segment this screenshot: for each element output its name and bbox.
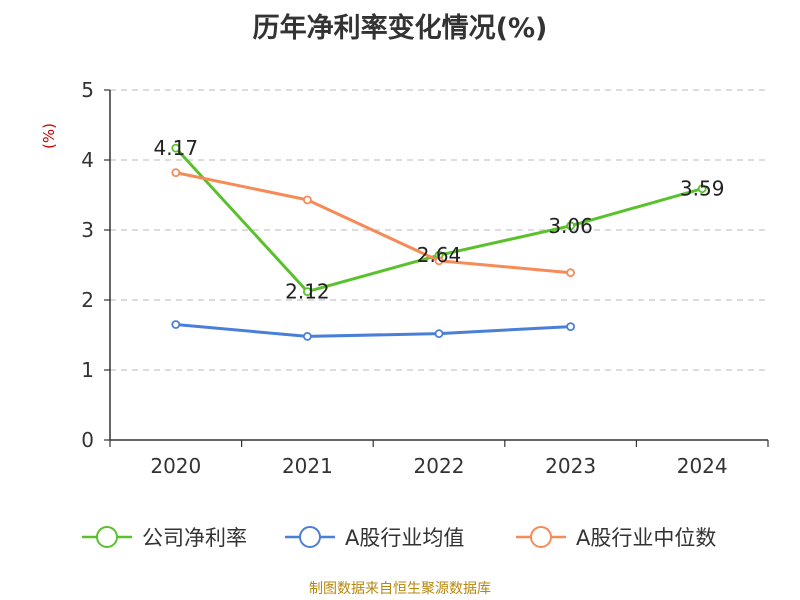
series-line [175, 323, 571, 338]
data-point [302, 195, 312, 205]
x-tick-label: 2021 [282, 454, 333, 478]
x-tick-label: 2020 [150, 454, 201, 478]
legend-marker [530, 526, 552, 548]
x-tick-label: 2022 [414, 454, 465, 478]
data-point [566, 322, 575, 332]
chart-title: 历年净利率变化情况(%) [252, 13, 548, 44]
data-label: 3.59 [680, 177, 725, 201]
legend-label: A股行业均值 [345, 526, 464, 550]
data-label: 4.17 [154, 136, 199, 160]
legend-label: A股行业中位数 [576, 526, 716, 550]
series-line [175, 171, 571, 275]
legend-marker [96, 526, 118, 548]
data-label: 2.64 [417, 243, 462, 267]
data-point [434, 256, 444, 266]
legend-marker [299, 526, 321, 548]
data-point [171, 168, 181, 178]
data-point [566, 268, 575, 278]
data-point [302, 331, 312, 341]
y-tick-label: 3 [81, 218, 94, 242]
y-tick-label: 1 [81, 358, 94, 382]
series-line [174, 147, 703, 294]
data-point [434, 329, 444, 339]
data-label: 3.06 [548, 214, 593, 238]
y-tick-label: 0 [81, 428, 94, 452]
data-point [171, 320, 181, 329]
y-tick-label: 5 [81, 78, 94, 102]
x-tick-label: 2023 [545, 454, 596, 478]
y-tick-label: 4 [81, 148, 94, 172]
y-tick-label: 2 [81, 288, 94, 312]
data-label: 2.12 [285, 280, 330, 304]
data-point [566, 221, 575, 231]
data-source: 制图数据来自恒生聚源数据库 [309, 581, 491, 597]
x-tick-label: 2024 [677, 454, 728, 478]
data-point [697, 184, 707, 194]
data-point [302, 287, 312, 297]
legend-label: 公司净利率 [142, 526, 247, 550]
data-point [171, 143, 181, 153]
